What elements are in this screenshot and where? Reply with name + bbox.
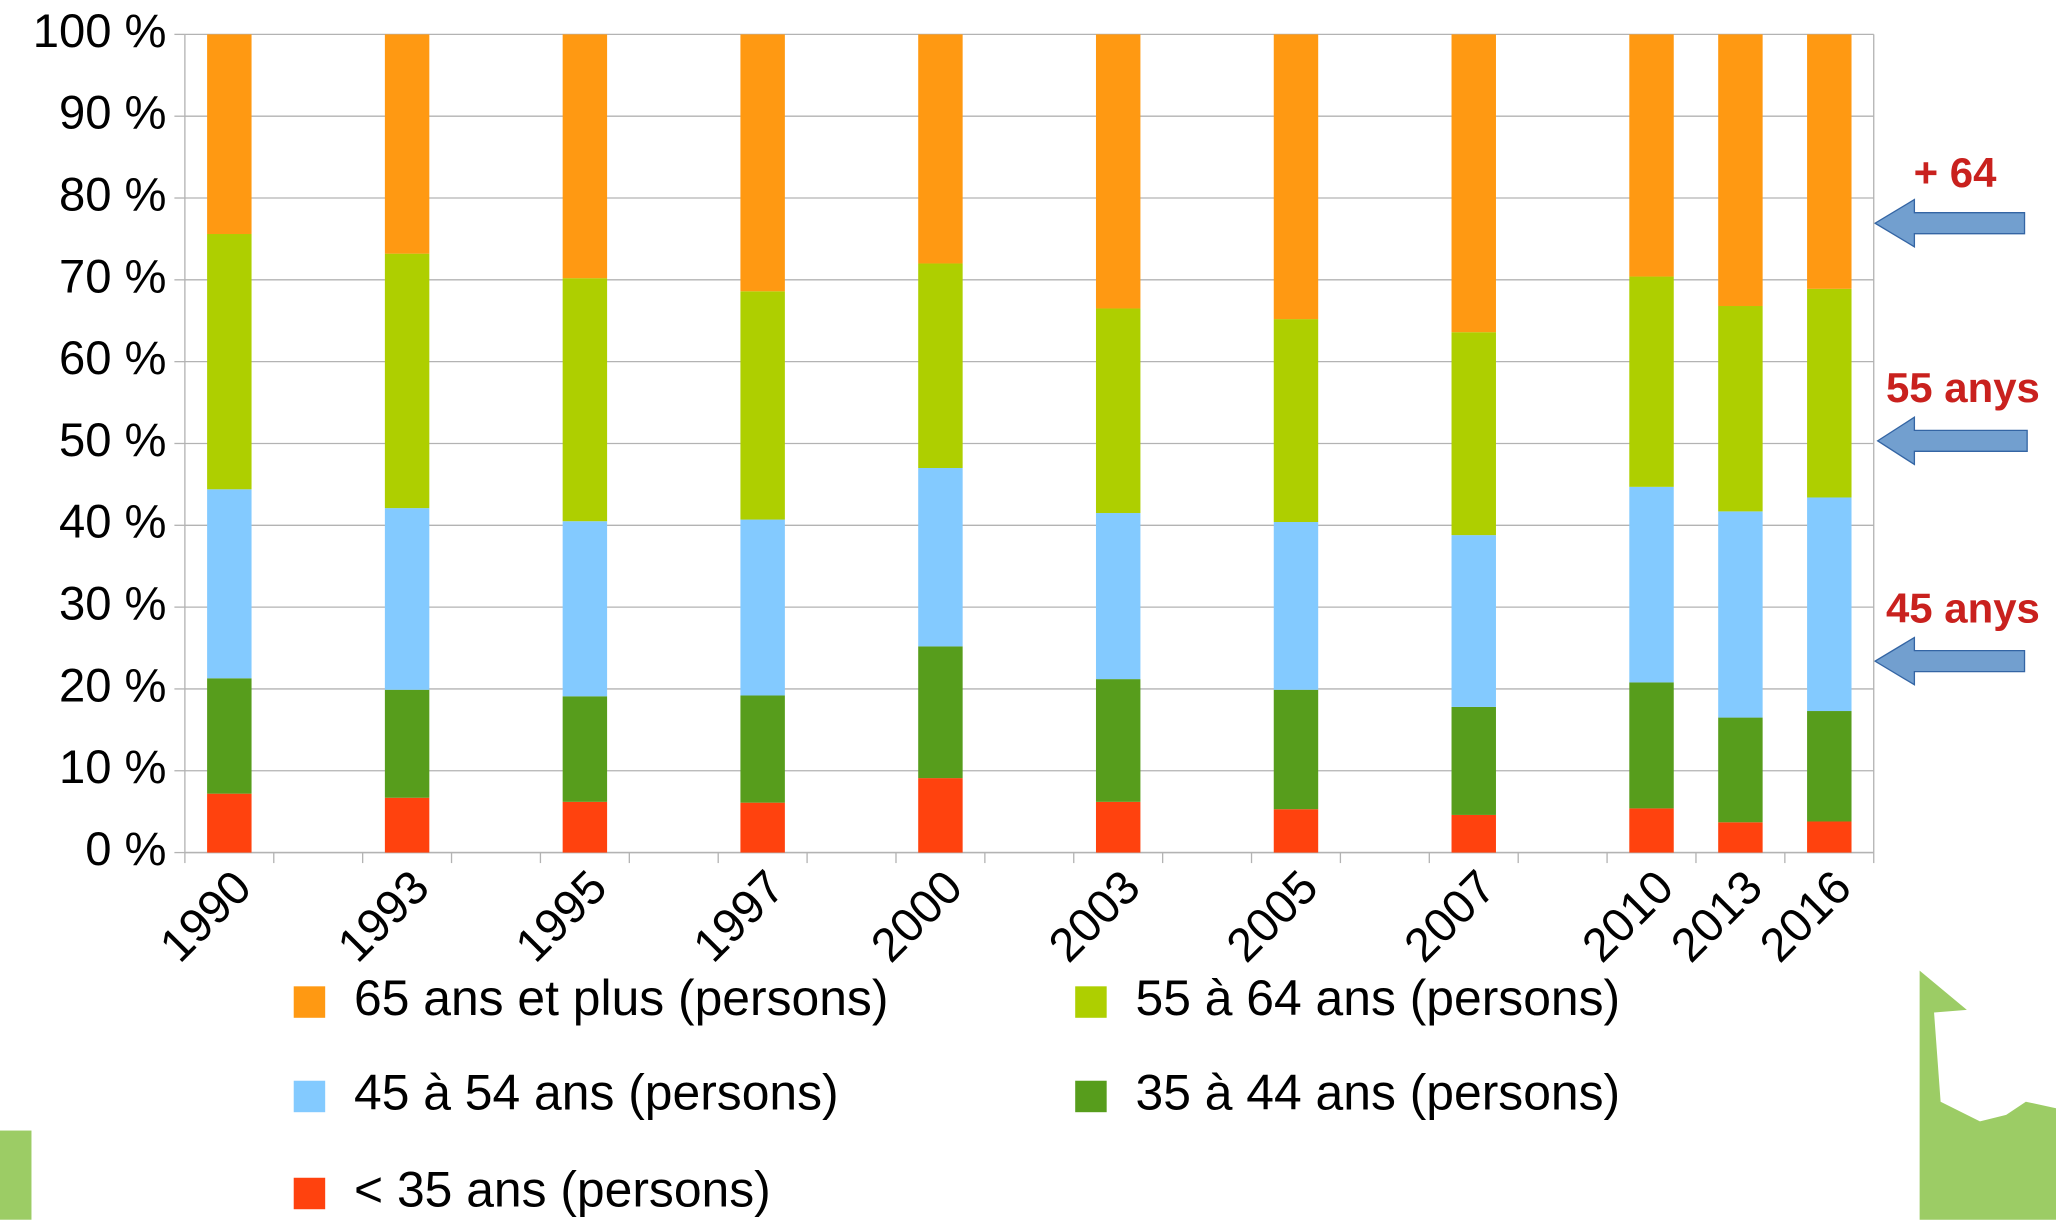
x-tick-label: 2000 [861, 861, 973, 973]
bar-segment [207, 793, 252, 853]
y-tick-label: 70 % [59, 250, 167, 303]
bar-segment [1807, 497, 1852, 712]
bar-segment [1273, 34, 1319, 320]
y-tick-label: 80 % [59, 168, 167, 221]
x-tick-label: 1995 [505, 861, 617, 973]
bar-segment [918, 778, 963, 853]
bar-segment [740, 291, 785, 520]
x-tick-label: 2010 [1572, 861, 1684, 973]
bar-segment [1273, 319, 1319, 523]
bar-segment [1629, 808, 1674, 853]
bar-segment [562, 34, 608, 279]
bar-segment [1807, 34, 1852, 289]
legend-swatch [1075, 1080, 1107, 1113]
bar-segment [1451, 706, 1496, 815]
bar-segment [1095, 34, 1141, 309]
bar-segment [740, 802, 785, 853]
bar-segment [562, 521, 608, 697]
bar-segment [207, 234, 252, 490]
bar-segment [384, 34, 430, 254]
x-tick-label: 2003 [1039, 861, 1151, 973]
bar-segment [207, 678, 252, 794]
legend-swatch [1075, 986, 1107, 1018]
bar-segment [740, 34, 785, 292]
legend-label: 65 ans et plus (persons) [354, 970, 888, 1026]
y-tick-label: 100 % [33, 5, 167, 58]
bar-segment [918, 263, 963, 469]
bar-segment [1807, 711, 1852, 822]
bar-segment [1629, 34, 1674, 277]
bar-segment [1095, 679, 1141, 802]
x-tick-label: 2013 [1661, 861, 1773, 973]
bar-segment [740, 695, 785, 803]
bar-segment [1095, 308, 1141, 514]
bar-segment [207, 34, 252, 235]
y-tick-label: 0 % [85, 823, 166, 876]
bar-segment [918, 468, 963, 647]
bar-segment [384, 508, 430, 690]
bar-segment [1718, 717, 1763, 823]
y-tick-label: 90 % [59, 87, 167, 140]
bar-segment [1273, 689, 1319, 810]
bar-segment [1451, 814, 1496, 853]
decor [0, 1130, 32, 1220]
decor [1919, 970, 2056, 1220]
x-tick-label: 1990 [150, 861, 262, 973]
arrow [1873, 198, 2026, 248]
arrow [1873, 636, 2026, 686]
legend-swatch [293, 986, 326, 1018]
y-tick-label: 40 % [59, 496, 167, 549]
bar-segment [384, 689, 430, 798]
y-tick-label: 60 % [59, 332, 167, 385]
bar-segment [1718, 822, 1763, 853]
legend-swatch [293, 1080, 326, 1113]
bar-segment [1718, 511, 1763, 718]
bar-segment [1718, 34, 1763, 307]
bar-segment [918, 34, 963, 264]
y-tick-label: 50 % [59, 414, 167, 467]
bar-segment [1095, 801, 1141, 853]
bar-segment [1629, 486, 1674, 683]
bar-segment [1807, 288, 1852, 498]
bar-segment [1718, 306, 1763, 512]
bar-segment [1451, 34, 1496, 333]
y-tick-label: 10 % [59, 741, 167, 794]
legend-label: < 35 ans (persons) [354, 1162, 771, 1218]
legend-label: 35 à 44 ans (persons) [1136, 1065, 1621, 1121]
bar-segment [918, 646, 963, 779]
bar-segment [384, 797, 430, 853]
bar-segment [1273, 809, 1319, 853]
y-tick-label: 30 % [59, 578, 167, 631]
bar-segment [384, 253, 430, 509]
bar-segment [1629, 276, 1674, 487]
x-tick-label: 2016 [1750, 861, 1862, 973]
legend-swatch [293, 1177, 326, 1210]
bar-segment [1629, 682, 1674, 809]
legend-label: 55 à 64 ans (persons) [1136, 970, 1621, 1026]
bar-segment [562, 278, 608, 522]
bar-segment [1273, 522, 1319, 690]
bar-segment [562, 801, 608, 853]
annotation: 55 anys [1886, 364, 2040, 411]
bar-segment [1451, 332, 1496, 536]
annotation: 45 anys [1886, 584, 2040, 631]
annotation: + 64 [1914, 149, 1997, 196]
bar-segment [740, 519, 785, 696]
bar-segment [1451, 535, 1496, 707]
x-tick-label: 1993 [328, 861, 440, 973]
x-tick-label: 2005 [1217, 861, 1329, 973]
bar-segment [1095, 513, 1141, 680]
x-tick-label: 2007 [1394, 861, 1506, 973]
arrow [1876, 416, 2028, 466]
x-tick-label: 1997 [683, 861, 795, 973]
bar-segment [1807, 821, 1852, 853]
bar-segment [562, 696, 608, 802]
y-tick-label: 20 % [59, 659, 167, 712]
bar-segment [207, 489, 252, 679]
legend-label: 45 à 54 ans (persons) [354, 1065, 839, 1121]
